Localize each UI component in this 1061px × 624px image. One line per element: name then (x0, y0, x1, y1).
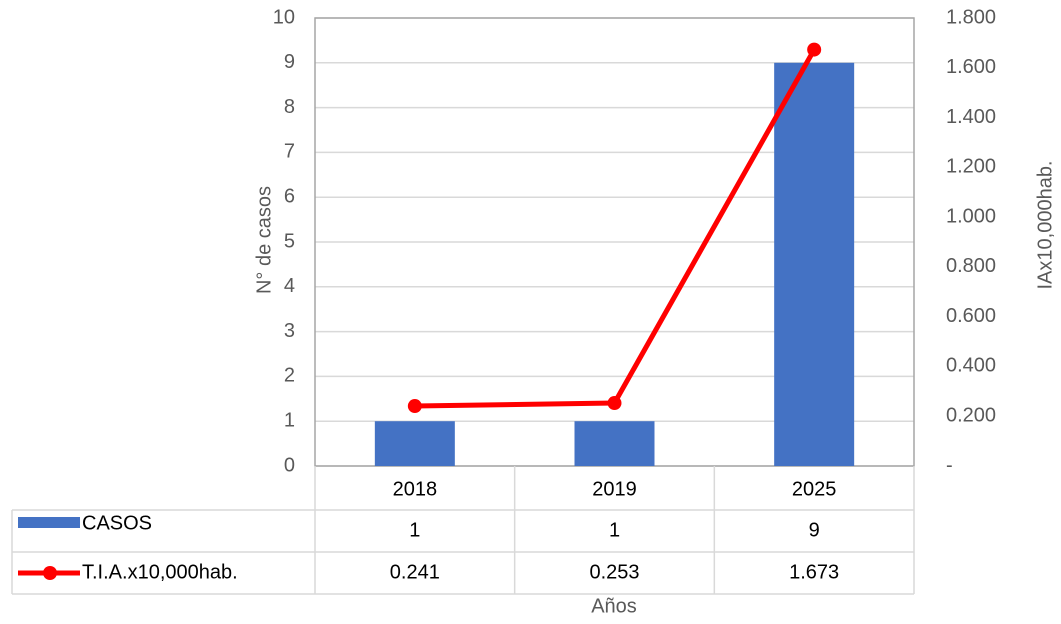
y2-tick-label: - (946, 454, 953, 476)
y2-tick-label: 0.200 (946, 405, 996, 427)
y-tick-label: 3 (284, 320, 295, 342)
y2-axis-title: IAx10,000hab. (1034, 161, 1056, 290)
y2-tick-label: 1.400 (946, 106, 996, 128)
y-tick-label: 7 (284, 141, 295, 163)
y2-tick-label: 0.400 (946, 355, 996, 377)
table-value: 1 (409, 519, 420, 541)
y-axis-title: N° de casos (253, 186, 275, 294)
line (414, 48, 817, 409)
y2-tick-label: 0.600 (946, 305, 996, 327)
table-value: 1 (609, 519, 620, 541)
legend-swatch (18, 517, 80, 528)
bar (774, 62, 855, 467)
table-value: 9 (809, 519, 820, 541)
legend-label: T.I.A.x10,000hab. (82, 561, 238, 583)
x-tick-label: 2025 (792, 478, 837, 500)
y2-tick-label: 0.800 (946, 255, 996, 277)
y-tick-label: 4 (284, 275, 295, 297)
y2-tick-label: 1.000 (946, 205, 996, 227)
y-tick-label: 2 (284, 365, 295, 387)
x-axis-title: Años (591, 595, 637, 617)
y2-tick-label: 1.200 (946, 156, 996, 178)
line-point (407, 399, 422, 414)
y2-tick-label: 1.800 (946, 6, 996, 28)
bar (574, 421, 655, 466)
x-tick-label: 2018 (393, 478, 438, 500)
bar (374, 421, 455, 466)
legend-marker (43, 566, 57, 580)
y-tick-label: 6 (284, 185, 295, 207)
line-point (807, 42, 822, 57)
y-tick-label: 0 (284, 454, 295, 476)
y-tick-label: 8 (284, 96, 295, 118)
y2-tick-label: 1.600 (946, 56, 996, 78)
y-tick-label: 9 (284, 51, 295, 73)
line-point (607, 396, 622, 411)
y-tick-label: 5 (284, 230, 295, 252)
legend-label: CASOS (82, 512, 152, 534)
table-value: 0.253 (589, 561, 639, 583)
x-tick-label: 2019 (592, 478, 637, 500)
table-value: 0.241 (390, 561, 440, 583)
table-value: 1.673 (789, 561, 839, 583)
y-tick-label: 10 (273, 6, 295, 28)
y-tick-label: 1 (284, 409, 295, 431)
